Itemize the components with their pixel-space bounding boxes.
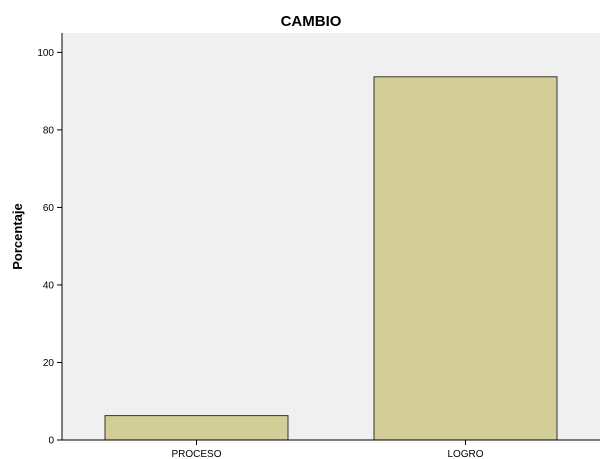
chart-title: CAMBIO bbox=[281, 13, 342, 30]
x-tick-label-proceso: PROCESO bbox=[171, 449, 221, 459]
axes-group: 0 20 40 60 80 100 PROCESO LOGRO bbox=[37, 33, 600, 459]
y-axis-label: Porcentaje bbox=[10, 203, 25, 269]
x-tick-label-logro: LOGRO bbox=[447, 449, 483, 459]
bar-proceso bbox=[104, 415, 289, 441]
y-tick-label: 0 bbox=[48, 436, 54, 447]
y-tick-label: 100 bbox=[37, 48, 54, 59]
y-tick-label: 60 bbox=[43, 203, 55, 214]
bar-logro bbox=[373, 76, 558, 441]
bars-group bbox=[104, 76, 558, 441]
y-tick-label: 20 bbox=[43, 358, 55, 369]
y-tick-label: 80 bbox=[43, 125, 55, 136]
y-tick-label: 40 bbox=[43, 280, 55, 291]
